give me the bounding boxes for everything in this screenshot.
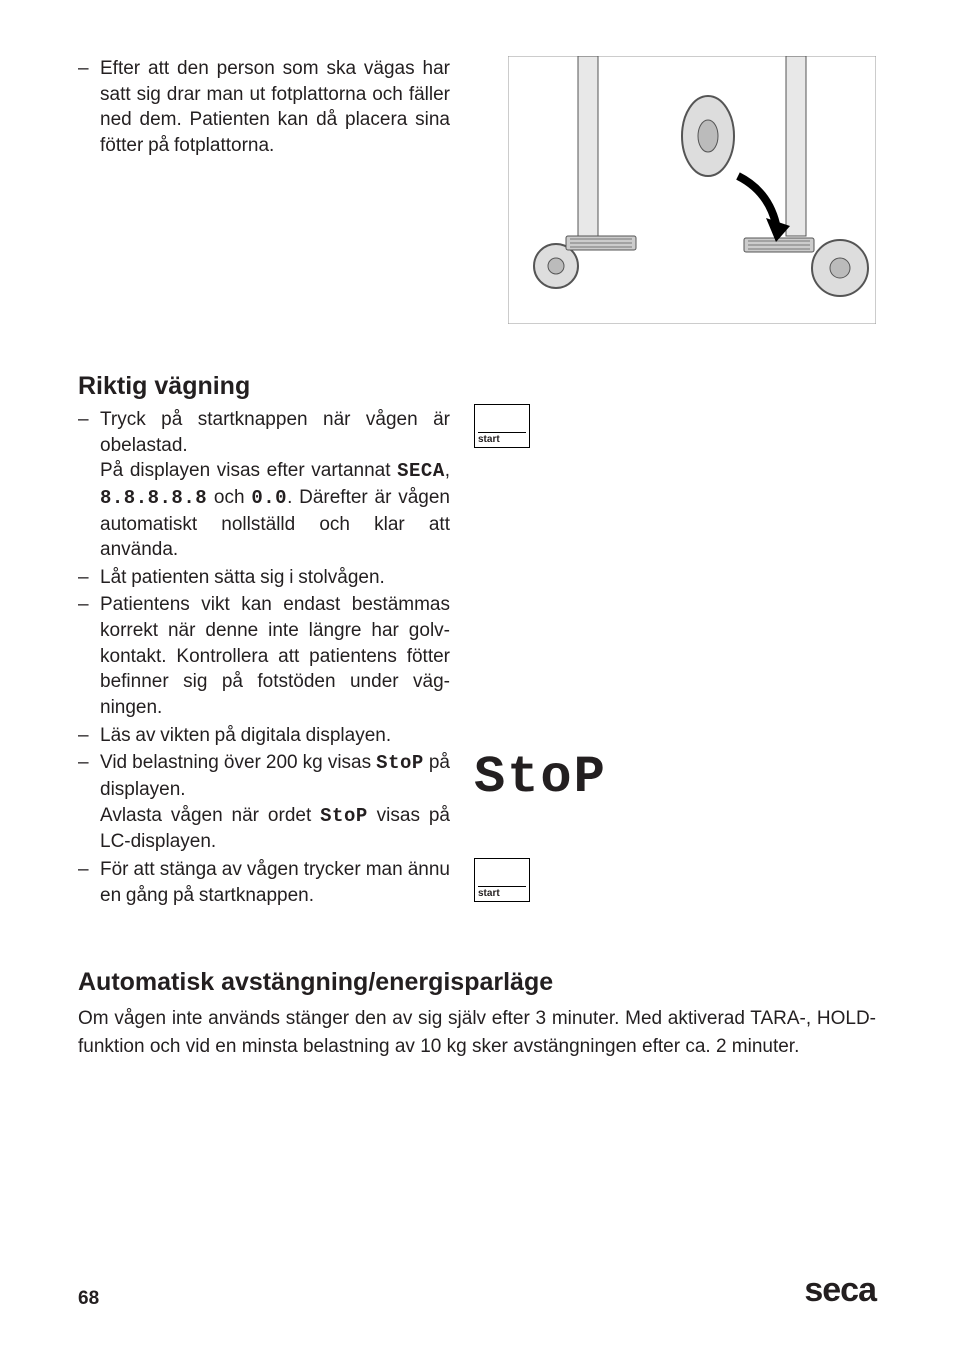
bullet-r3-text: Patientens vikt kan endast bestämmas kor…	[100, 592, 450, 720]
dash-icon: –	[78, 56, 100, 159]
dash-icon: –	[78, 407, 100, 563]
bullet-intro-1-text: Efter att den person som ska vägas har s…	[100, 56, 450, 159]
dash-icon: –	[78, 857, 100, 908]
bullet-intro-1: – Efter att den person som ska vägas har…	[78, 56, 450, 159]
bullet-r6-text: För att stänga av vågen trycker man ännu…	[100, 857, 450, 908]
r1-sep1: ,	[445, 460, 450, 481]
start-button-illus-2: start	[474, 858, 530, 902]
bullet-r1-text: Tryck på startknappen när vågen är obela…	[100, 407, 450, 563]
start-button-illus-1: start	[474, 404, 530, 448]
bullet-r1: – Tryck på startknappen när vågen är obe…	[78, 407, 450, 563]
footplate-svg	[508, 56, 876, 324]
bullet-r3: – Patientens vikt kan endast bestämmas k…	[78, 592, 450, 720]
seg-seca: SECA	[397, 460, 445, 482]
dash-icon: –	[78, 750, 100, 855]
r1-pre: Tryck på startknappen när vågen är obela…	[100, 409, 450, 456]
start-label-1: start	[478, 432, 526, 445]
brand-logo: seca	[804, 1271, 876, 1310]
page: – Efter att den person som ska vägas har…	[0, 0, 954, 1352]
heading-auto: Automatisk avstängning/energisparläge	[78, 968, 876, 997]
page-number: 68	[78, 1288, 99, 1310]
bullet-r5-text: Vid belastning över 200 kg visas StoP på…	[100, 750, 450, 855]
bullet-r4-text: Läs av vikten på digitala displayen.	[100, 723, 450, 749]
seg-00: 0.0	[251, 487, 287, 509]
stop-display-illus: StoP	[474, 748, 607, 807]
bullet-r6: – För att stänga av vågen trycker man än…	[78, 857, 450, 908]
stop-display-text: StoP	[474, 748, 607, 807]
bullet-r2-text: Låt patienten sätta sig i stolvågen.	[100, 565, 450, 591]
bullet-r5: – Vid belastning över 200 kg visas StoP …	[78, 750, 450, 855]
section-riktig: Riktig vägning – Tryck på startknappen n…	[78, 372, 876, 912]
r1-sep2: och	[207, 487, 251, 508]
riktig-left: Riktig vägning – Tryck på startknappen n…	[78, 372, 450, 912]
bullet-r2: – Låt patienten sätta sig i stolvågen.	[78, 565, 450, 591]
page-footer: 68 seca	[78, 1271, 876, 1310]
seg-stop1: StoP	[376, 752, 424, 774]
dash-icon: –	[78, 565, 100, 591]
para-auto: Om vågen inte används stänger den av sig…	[78, 1005, 876, 1060]
heading-riktig: Riktig vägning	[78, 372, 450, 401]
r5c: Avlasta vågen när ordet	[100, 805, 320, 826]
intro-right	[474, 56, 876, 336]
r1-posta: På displayen visas efter vartannat	[100, 460, 397, 481]
start-label-2: start	[478, 886, 526, 899]
section-auto: Automatisk avstängning/energisparläge Om…	[78, 968, 876, 1060]
riktig-right: start StoP start	[474, 372, 876, 912]
dash-icon: –	[78, 592, 100, 720]
bullet-r4: – Läs av vikten på digitala displayen.	[78, 723, 450, 749]
intro-left: – Efter att den person som ska vägas har…	[78, 56, 450, 336]
dash-icon: –	[78, 723, 100, 749]
section-intro: – Efter att den person som ska vägas har…	[78, 56, 876, 336]
footplate-illustration	[508, 56, 876, 324]
seg-88888: 8.8.8.8.8	[100, 487, 207, 509]
r5a: Vid belastning över 200 kg visas	[100, 752, 376, 773]
seg-stop2: StoP	[320, 805, 368, 827]
